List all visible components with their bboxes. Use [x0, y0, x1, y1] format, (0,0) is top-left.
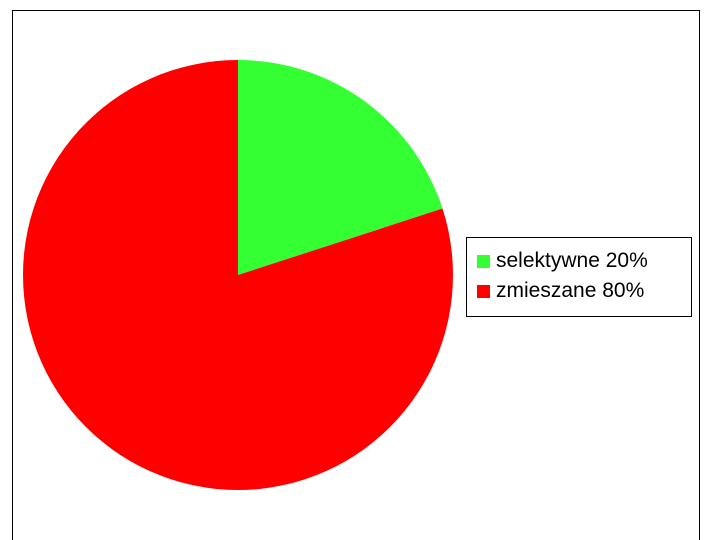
legend-swatch-selektywne	[477, 254, 490, 268]
pie-slice-selektywne	[238, 60, 443, 275]
pie-slice-zmieszane	[22, 60, 453, 491]
legend: selektywne 20% zmieszane 80%	[466, 237, 692, 317]
legend-label-zmieszane: zmieszane 80%	[496, 279, 645, 302]
legend-item-zmieszane: zmieszane 80%	[477, 276, 691, 306]
legend-item-selektywne: selektywne 20%	[477, 246, 691, 276]
legend-label-selektywne: selektywne 20%	[496, 249, 648, 272]
legend-swatch-zmieszane	[477, 284, 490, 298]
